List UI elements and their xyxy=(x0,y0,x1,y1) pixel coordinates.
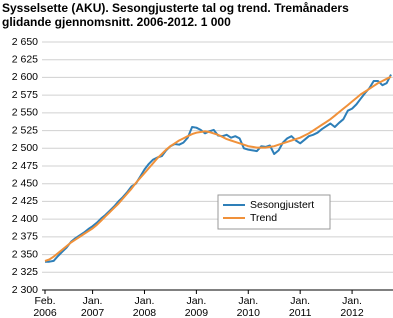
x-tick-label: Jan. 2011 xyxy=(288,295,312,318)
series-line xyxy=(45,74,392,263)
y-tick-label: 2 550 xyxy=(12,107,38,119)
y-tick-label: 2 625 xyxy=(12,53,38,65)
y-tick-label: 2 500 xyxy=(12,142,38,154)
y-tick-label: 2 525 xyxy=(12,124,38,136)
y-tick-label: 2 325 xyxy=(12,266,38,278)
x-tick-label: Jan. 2007 xyxy=(80,295,105,318)
x-tick-label: Jan. 2010 xyxy=(236,295,260,318)
legend-label: Sesongjustert xyxy=(250,199,314,211)
x-tick-label: Jan. 2012 xyxy=(340,295,364,318)
legend-box xyxy=(217,194,331,230)
chart-title: Sysselsette (AKU). Sesongjusterte tal og… xyxy=(2,1,349,29)
y-tick-label: 2 575 xyxy=(12,89,38,101)
legend-label: Trend xyxy=(250,212,277,224)
series-line xyxy=(44,75,392,262)
x-tick-label: Feb. 2006 xyxy=(33,295,57,318)
y-tick-label: 2 600 xyxy=(12,71,38,83)
x-tick-label: Jan. 2008 xyxy=(132,295,157,318)
y-tick-label: 2 375 xyxy=(12,231,38,243)
y-tick-label: 2 450 xyxy=(12,177,38,189)
y-tick-label: 2 300 xyxy=(12,284,38,296)
x-tick-label: Jan. 2009 xyxy=(184,295,209,318)
y-tick-label: 2 650 xyxy=(12,36,38,48)
y-tick-label: 2 425 xyxy=(12,195,38,207)
y-tick-label: 2 475 xyxy=(12,160,38,172)
y-tick-label: 2 350 xyxy=(12,248,38,260)
y-tick-label: 2 400 xyxy=(12,213,38,225)
